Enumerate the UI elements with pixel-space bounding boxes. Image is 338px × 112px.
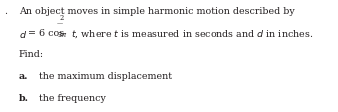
Text: $d$: $d$ [19,29,27,40]
Text: An object moves in simple harmonic motion described by: An object moves in simple harmonic motio… [19,7,294,16]
Text: = 6 cos: = 6 cos [28,29,67,38]
Text: $t$, where $t$ is measured in seconds and $d$ in inches.: $t$, where $t$ is measured in seconds an… [71,29,313,40]
Text: the maximum displacement: the maximum displacement [39,72,172,81]
Text: $3\pi$: $3\pi$ [57,30,68,39]
Text: the frequency: the frequency [39,94,106,103]
Text: 2: 2 [59,14,64,22]
Text: b.: b. [19,94,29,103]
Text: —: — [57,21,63,26]
Text: Find:: Find: [19,50,44,59]
Text: .: . [4,7,7,16]
Text: a.: a. [19,72,28,81]
